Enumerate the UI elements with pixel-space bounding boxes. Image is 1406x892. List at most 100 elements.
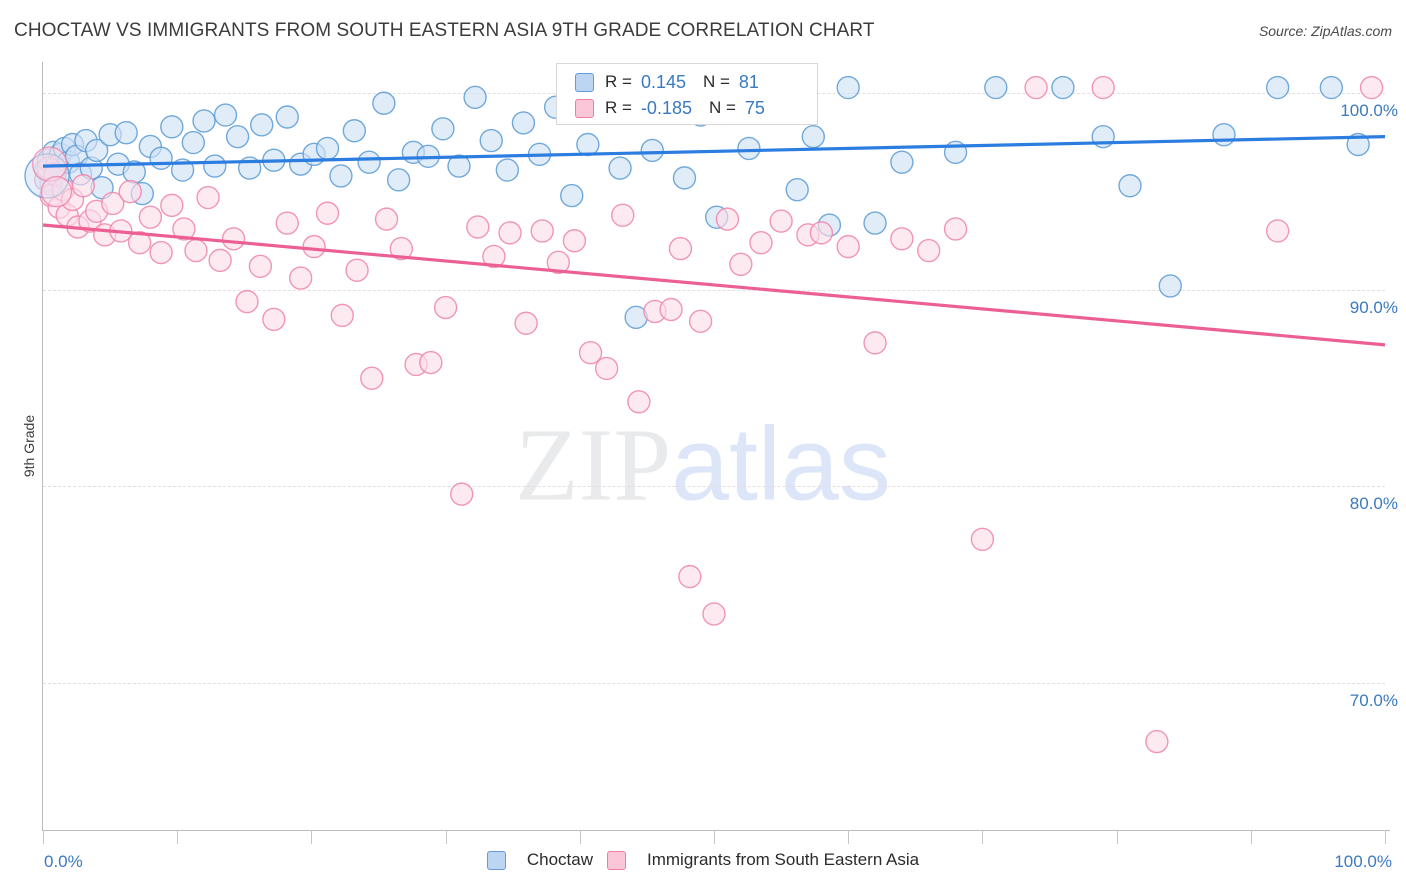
data-point	[511, 111, 536, 135]
data-point	[984, 75, 1008, 100]
data-point	[114, 121, 138, 145]
data-point	[84, 138, 109, 163]
data-point	[357, 150, 381, 174]
data-point	[514, 311, 538, 335]
data-point	[785, 177, 809, 202]
data-point	[447, 154, 471, 178]
data-point	[235, 289, 259, 314]
data-point	[160, 115, 184, 139]
stats-row-immigrants: R = -0.185 N = 75	[575, 95, 765, 121]
trendline-choctaw	[42, 135, 1386, 168]
data-point	[482, 244, 506, 269]
legend-label-immigrants: Immigrants from South Eastern Asia	[647, 850, 920, 869]
stats-r-label-choctaw: R =	[605, 72, 632, 91]
data-point	[181, 130, 206, 155]
y-axis-tick-label: 70.0%	[1349, 690, 1398, 710]
data-point	[836, 75, 860, 100]
data-point	[749, 231, 773, 255]
data-point	[495, 158, 520, 182]
data-point	[433, 295, 458, 320]
data-point	[659, 297, 683, 322]
x-axis-tick	[311, 830, 313, 844]
chart-legend: Choctaw Immigrants from South Eastern As…	[0, 850, 1406, 870]
data-point	[192, 109, 216, 133]
data-point	[1158, 274, 1182, 298]
x-axis-tick	[982, 830, 984, 844]
gridline	[43, 682, 1385, 684]
legend-item-choctaw[interactable]: Choctaw	[486, 850, 594, 870]
data-point	[213, 103, 238, 127]
data-point	[288, 266, 313, 290]
stats-r-value-choctaw: 0.145	[640, 71, 686, 92]
stats-n-label-choctaw: N =	[702, 72, 730, 91]
data-point	[668, 236, 693, 261]
data-point	[560, 183, 584, 208]
data-point	[702, 602, 726, 626]
plot-area	[24, 62, 1386, 830]
stats-r-label-immigrants: R =	[605, 98, 632, 117]
y-axis-title: 9th Grade	[21, 414, 38, 478]
data-point	[863, 331, 887, 355]
data-point	[419, 350, 443, 375]
data-point	[463, 85, 487, 110]
data-point	[160, 193, 184, 218]
data-point	[678, 564, 702, 589]
data-point	[1319, 75, 1344, 100]
data-point	[1091, 75, 1115, 100]
data-point	[608, 156, 632, 180]
data-point	[672, 166, 697, 190]
data-point	[389, 236, 414, 261]
y-axis-line	[42, 62, 43, 830]
data-point	[184, 238, 208, 263]
stats-swatch-choctaw	[575, 72, 594, 92]
x-axis-tick	[579, 830, 581, 844]
data-point	[262, 307, 286, 332]
legend-label-choctaw: Choctaw	[526, 850, 594, 869]
y-axis-tick-label: 80.0%	[1349, 494, 1398, 514]
data-point	[943, 217, 968, 241]
data-point	[970, 527, 995, 551]
data-point	[208, 248, 232, 273]
data-point	[1024, 75, 1048, 100]
data-point	[40, 175, 73, 208]
x-axis-max-label: 100.0%	[1334, 852, 1392, 871]
x-axis-tick	[43, 830, 44, 844]
data-point	[386, 168, 411, 192]
trendline-immigrants-from-south-eastern-asia	[42, 223, 1386, 347]
data-point	[737, 136, 761, 161]
x-axis-tick	[1116, 830, 1118, 844]
data-point	[172, 217, 196, 241]
correlation-stats-box: R = 0.145 N = 81 R = -0.185 N = 75	[556, 63, 818, 125]
x-axis-line	[42, 830, 1390, 831]
data-point	[372, 91, 396, 115]
data-point	[1212, 122, 1236, 147]
data-point	[1265, 75, 1290, 100]
data-point	[149, 240, 173, 265]
data-point	[330, 303, 354, 328]
source-attribution: Source: ZipAtlas.com	[1258, 23, 1392, 39]
data-point	[149, 146, 173, 170]
data-point	[917, 238, 941, 263]
data-point	[1265, 219, 1290, 243]
data-point	[640, 138, 664, 163]
data-point	[101, 191, 125, 216]
legend-item-immigrants[interactable]: Immigrants from South Eastern Asia	[607, 850, 919, 870]
y-axis-tick-label: 100.0%	[1340, 101, 1398, 121]
stats-r-value-immigrants: -0.185	[640, 97, 692, 118]
data-point	[801, 124, 826, 149]
data-point	[342, 119, 367, 143]
data-point	[250, 113, 274, 137]
gridline	[43, 486, 1385, 488]
data-point	[248, 254, 273, 278]
series-immigrants-from-south-eastern-asia	[33, 75, 1384, 754]
data-point	[431, 117, 455, 141]
data-point	[890, 150, 914, 174]
data-point	[546, 250, 571, 275]
stats-swatch-immigrants	[575, 98, 594, 118]
stats-n-value-immigrants: 75	[744, 97, 765, 118]
stats-n-value-choctaw: 81	[738, 71, 759, 92]
data-point	[769, 209, 793, 233]
data-point	[315, 201, 340, 225]
legend-swatch-choctaw	[486, 850, 506, 870]
data-point	[1359, 75, 1384, 100]
